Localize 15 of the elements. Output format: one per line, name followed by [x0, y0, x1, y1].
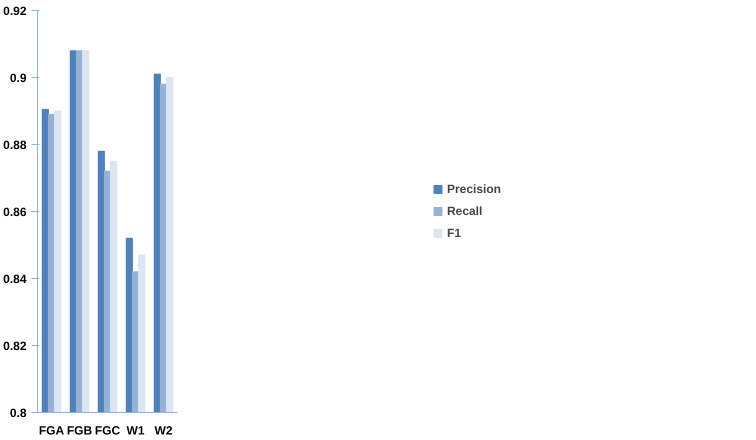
x-tick-label: FGB — [66, 424, 92, 438]
x-tick-label: FGC — [94, 424, 120, 438]
y-tick-label: 0.82 — [3, 339, 27, 353]
y-tick-label: 0.9 — [10, 71, 27, 85]
y-tick-label: 0.86 — [3, 205, 27, 219]
y-tick-label: 0.92 — [3, 4, 27, 18]
y-tick-label: 0.8 — [10, 406, 27, 420]
legend-label: Precision — [446, 182, 502, 196]
legend-label: Recall — [446, 204, 482, 218]
x-tick-label: FGA — [38, 424, 64, 438]
y-tick-label: 0.88 — [3, 138, 27, 152]
x-tick-label: W1 — [126, 424, 145, 438]
y-tick-label: 0.84 — [3, 272, 27, 286]
x-tick-label: W2 — [154, 424, 173, 438]
legend-label: F1 — [446, 226, 462, 240]
